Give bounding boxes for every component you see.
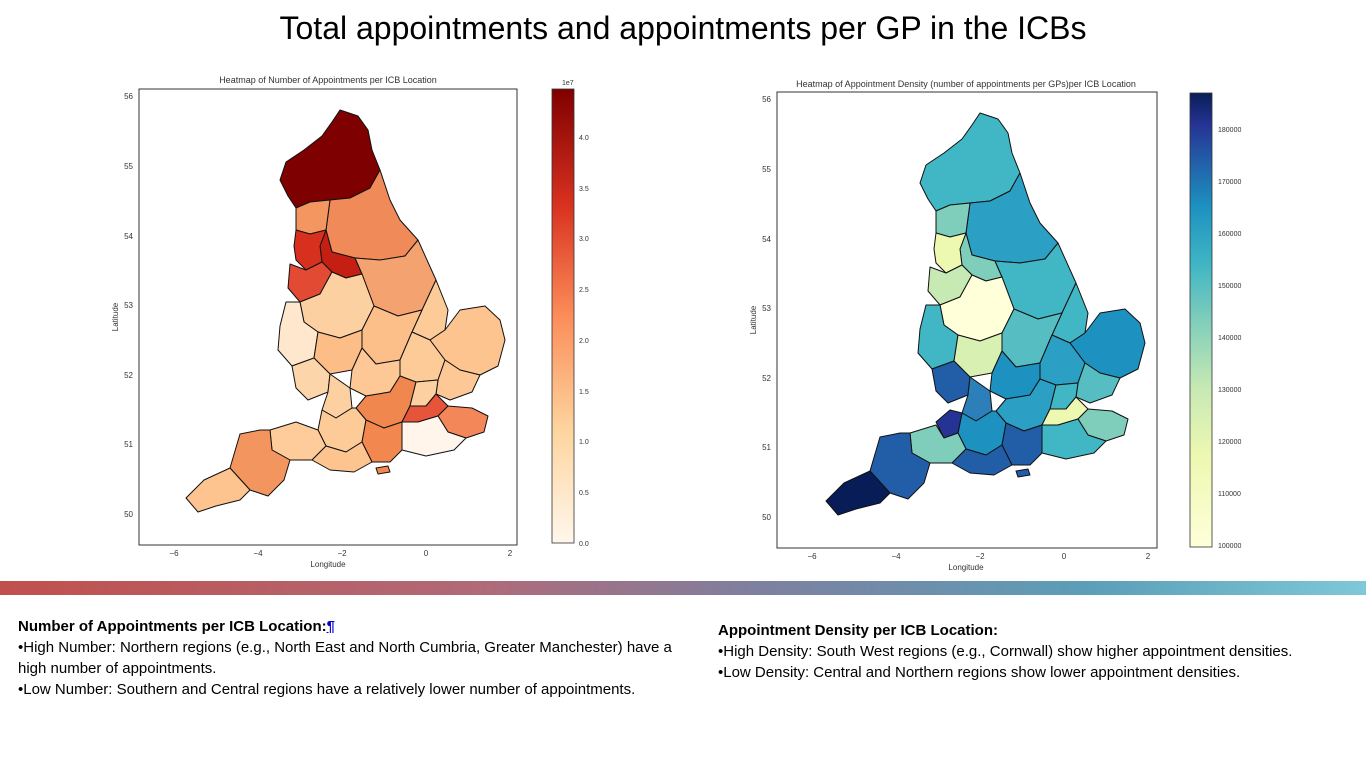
colorbar-tick: 100000 bbox=[1218, 543, 1241, 550]
colorbar-exponent: 1e7 bbox=[562, 80, 574, 87]
colorbar-tick: 120000 bbox=[1218, 439, 1241, 446]
y-axis-label: Latitude bbox=[749, 305, 758, 334]
colorbar-tick: 2.5 bbox=[579, 287, 589, 294]
region-surrey-sussex bbox=[401, 415, 467, 457]
region-dorset bbox=[311, 441, 373, 473]
x-tick: 0 bbox=[424, 549, 429, 558]
x-tick: −4 bbox=[891, 552, 901, 561]
map-regions bbox=[825, 112, 1146, 516]
notes-appointments: Number of Appointments per ICB Location:… bbox=[18, 616, 688, 700]
colorbar-tick: 2.0 bbox=[579, 338, 589, 345]
region-cornwall bbox=[825, 470, 891, 516]
colorbar-tick: 1.0 bbox=[579, 439, 589, 446]
region-essex bbox=[435, 359, 481, 401]
x-tick: −6 bbox=[169, 549, 179, 558]
colorbar-tick: 4.0 bbox=[579, 135, 589, 142]
pilcrow-link[interactable]: ¶ bbox=[326, 618, 335, 635]
colorbar bbox=[1189, 92, 1213, 548]
map-frame bbox=[776, 91, 1158, 549]
y-tick: 55 bbox=[124, 162, 133, 171]
y-tick: 51 bbox=[124, 440, 133, 449]
x-axis-label: Longitude bbox=[948, 563, 984, 572]
notes-heading: Number of Appointments per ICB Location:… bbox=[18, 616, 688, 637]
colorbar-tick: 170000 bbox=[1218, 179, 1241, 186]
x-tick: −2 bbox=[337, 549, 347, 558]
map-frame bbox=[138, 88, 518, 546]
notes-heading-text: Number of Appointments per ICB Location: bbox=[18, 618, 327, 635]
map-title: Heatmap of Number of Appointments per IC… bbox=[219, 75, 437, 85]
slide-title: Total appointments and appointments per … bbox=[279, 10, 1087, 46]
y-tick: 54 bbox=[124, 232, 133, 241]
region-surrey-sussex bbox=[1041, 418, 1107, 460]
x-tick: 0 bbox=[1062, 552, 1067, 561]
notes-heading: Appointment Density per ICB Location: bbox=[718, 622, 999, 639]
notes-density: Appointment Density per ICB Location: •H… bbox=[718, 620, 1348, 683]
region-hampshire bbox=[1001, 422, 1043, 466]
colorbar-tick: 140000 bbox=[1218, 335, 1241, 342]
x-tick: 2 bbox=[1146, 552, 1151, 561]
colorbar-tick: 130000 bbox=[1218, 387, 1241, 394]
region-dorset bbox=[951, 444, 1013, 476]
notes-line: •Low Density: Central and Northern regio… bbox=[718, 664, 1241, 681]
isle-of-wight bbox=[375, 465, 391, 475]
notes-line: •Low Number: Southern and Central region… bbox=[18, 681, 636, 698]
colorbar-tick: 150000 bbox=[1218, 283, 1241, 290]
density-map-panel: Heatmap of Appointment Density (number o… bbox=[749, 79, 1241, 572]
y-tick: 50 bbox=[124, 510, 133, 519]
y-tick: 56 bbox=[124, 92, 133, 101]
colorbar-ticks: 0.0 0.5 1.0 1.5 2.0 2.5 3.0 3.5 4.0 bbox=[579, 135, 589, 548]
colorbar-tick: 160000 bbox=[1218, 231, 1241, 238]
y-tick: 52 bbox=[762, 374, 771, 383]
y-tick: 50 bbox=[762, 513, 771, 522]
map-regions bbox=[185, 109, 506, 513]
colorbar-tick: 0.0 bbox=[579, 541, 589, 548]
colorbar-tick: 3.0 bbox=[579, 236, 589, 243]
colorbar-tick: 0.5 bbox=[579, 490, 589, 497]
isle-of-wight bbox=[1015, 468, 1031, 478]
notes-line: •High Number: Northern regions (e.g., No… bbox=[18, 639, 672, 677]
y-axis-ticks: 50 51 52 53 54 55 56 bbox=[124, 92, 133, 519]
y-tick: 56 bbox=[762, 95, 771, 104]
x-tick: −6 bbox=[807, 552, 817, 561]
colorbar-tick: 3.5 bbox=[579, 186, 589, 193]
colorbar-tick: 180000 bbox=[1218, 127, 1241, 134]
y-axis-label: Latitude bbox=[111, 302, 120, 331]
y-axis-ticks: 50 51 52 53 54 55 56 bbox=[762, 95, 771, 522]
appointments-map-panel: Heatmap of Number of Appointments per IC… bbox=[111, 75, 589, 569]
gradient-divider bbox=[0, 581, 1366, 595]
colorbar-tick: 110000 bbox=[1218, 491, 1241, 498]
y-tick: 55 bbox=[762, 165, 771, 174]
colorbar bbox=[551, 88, 575, 544]
region-hampshire bbox=[361, 419, 403, 463]
notes-line: •High Density: South West regions (e.g.,… bbox=[718, 643, 1293, 660]
colorbar-ticks: 100000 110000 120000 130000 140000 15000… bbox=[1218, 127, 1241, 550]
y-tick: 53 bbox=[762, 304, 771, 313]
region-essex bbox=[1075, 362, 1121, 404]
colorbar-tick: 1.5 bbox=[579, 389, 589, 396]
x-axis-ticks: −6 −4 −2 0 2 bbox=[169, 549, 512, 558]
y-tick: 52 bbox=[124, 371, 133, 380]
y-tick: 54 bbox=[762, 235, 771, 244]
x-tick: −4 bbox=[253, 549, 263, 558]
region-cornwall bbox=[185, 467, 251, 513]
y-tick: 51 bbox=[762, 443, 771, 452]
x-tick: 2 bbox=[508, 549, 513, 558]
x-axis-label: Longitude bbox=[310, 560, 346, 569]
map-title: Heatmap of Appointment Density (number o… bbox=[796, 79, 1136, 89]
x-tick: −2 bbox=[975, 552, 985, 561]
x-axis-ticks: −6 −4 −2 0 2 bbox=[807, 552, 1150, 561]
y-tick: 53 bbox=[124, 301, 133, 310]
